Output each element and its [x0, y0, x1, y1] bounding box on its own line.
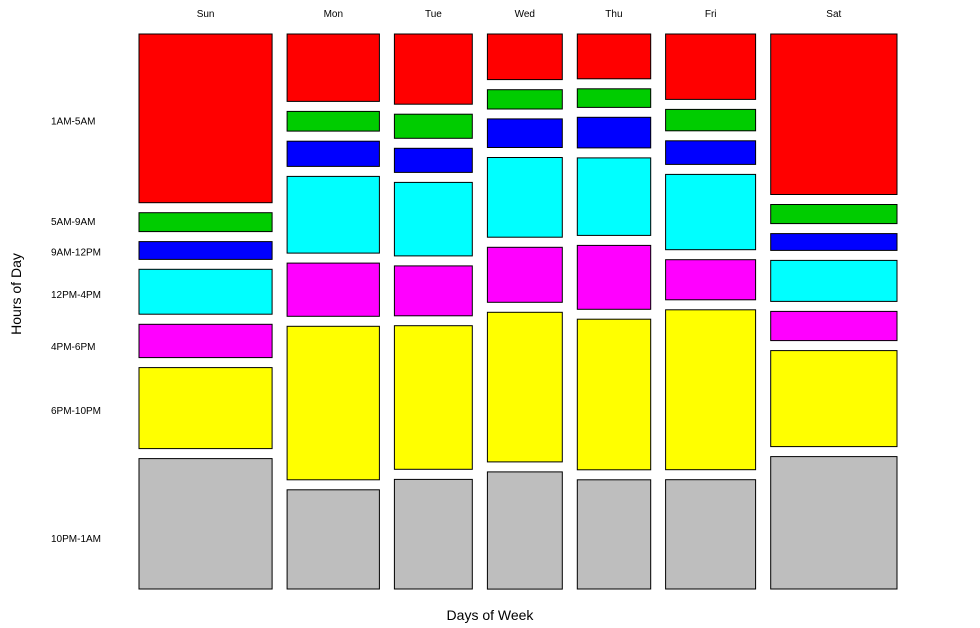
tile-wed-5	[486, 311, 563, 463]
tile-fri-5	[665, 309, 757, 471]
tile-sat-2	[770, 233, 898, 251]
tile-tue-6	[393, 478, 473, 590]
column-labels: Sun Mon Tue Wed Thu Fri Sat	[197, 9, 842, 20]
tiles-layer	[138, 33, 898, 590]
tile-mon-1	[286, 110, 380, 132]
tile-mon-5	[286, 325, 380, 481]
tile-wed-0	[486, 33, 563, 81]
tile-fri-0	[665, 33, 757, 100]
tile-wed-1	[486, 89, 563, 110]
column-label-thu: Thu	[605, 9, 622, 20]
row-label-5: 6PM-10PM	[51, 406, 101, 417]
row-label-6: 10PM-1AM	[51, 534, 101, 545]
tile-tue-5	[393, 325, 473, 470]
tile-tue-1	[393, 113, 473, 139]
tile-mon-4	[286, 262, 380, 317]
tile-fri-3	[665, 173, 757, 251]
tile-sat-4	[770, 310, 898, 342]
tile-mon-3	[286, 175, 380, 254]
row-labels: 1AM-5AM 5AM-9AM 9AM-12PM 12PM-4PM 4PM-6PM 6PM…	[51, 117, 101, 545]
tile-sun-5	[138, 367, 273, 450]
tile-mon-0	[286, 33, 380, 102]
tile-fri-6	[665, 479, 757, 590]
column-label-sun: Sun	[197, 9, 215, 20]
y-axis-title: Hours of Day	[8, 253, 24, 335]
row-label-4: 4PM-6PM	[51, 342, 95, 353]
tile-tue-0	[393, 33, 473, 105]
tile-thu-2	[576, 116, 652, 149]
tile-fri-2	[665, 140, 757, 165]
column-label-mon: Mon	[324, 9, 343, 20]
tile-wed-2	[486, 118, 563, 149]
tile-sat-3	[770, 259, 898, 302]
tile-tue-4	[393, 265, 473, 317]
tile-thu-5	[576, 318, 652, 471]
tile-sun-0	[138, 33, 273, 204]
tile-wed-3	[486, 157, 563, 238]
tile-sun-4	[138, 323, 273, 359]
tile-sat-6	[770, 456, 898, 590]
tile-sun-1	[138, 212, 273, 233]
tile-wed-4	[486, 246, 563, 303]
tile-sun-2	[138, 241, 273, 260]
tile-thu-4	[576, 244, 652, 310]
tile-sun-3	[138, 268, 273, 315]
tile-tue-3	[393, 181, 473, 257]
column-label-sat: Sat	[826, 9, 841, 20]
row-label-0: 1AM-5AM	[51, 117, 95, 128]
tile-sat-0	[770, 33, 898, 195]
tile-mon-6	[286, 489, 380, 590]
column-label-tue: Tue	[425, 9, 442, 20]
tile-fri-1	[665, 108, 757, 132]
tile-tue-2	[393, 147, 473, 173]
tile-mon-2	[286, 140, 380, 167]
tile-sat-1	[770, 204, 898, 225]
tile-sat-5	[770, 350, 898, 448]
row-label-2: 9AM-12PM	[51, 248, 101, 259]
column-label-wed: Wed	[515, 9, 535, 20]
tile-thu-6	[576, 479, 652, 590]
row-label-1: 5AM-9AM	[51, 217, 95, 228]
x-axis-title: Days of Week	[447, 607, 535, 623]
tile-thu-0	[576, 33, 652, 80]
column-label-fri: Fri	[705, 9, 717, 20]
tile-fri-4	[665, 259, 757, 301]
tile-sun-6	[138, 458, 273, 590]
row-label-3: 12PM-4PM	[51, 290, 101, 301]
tile-wed-6	[486, 471, 563, 590]
tile-thu-1	[576, 88, 652, 108]
tile-thu-3	[576, 157, 652, 236]
